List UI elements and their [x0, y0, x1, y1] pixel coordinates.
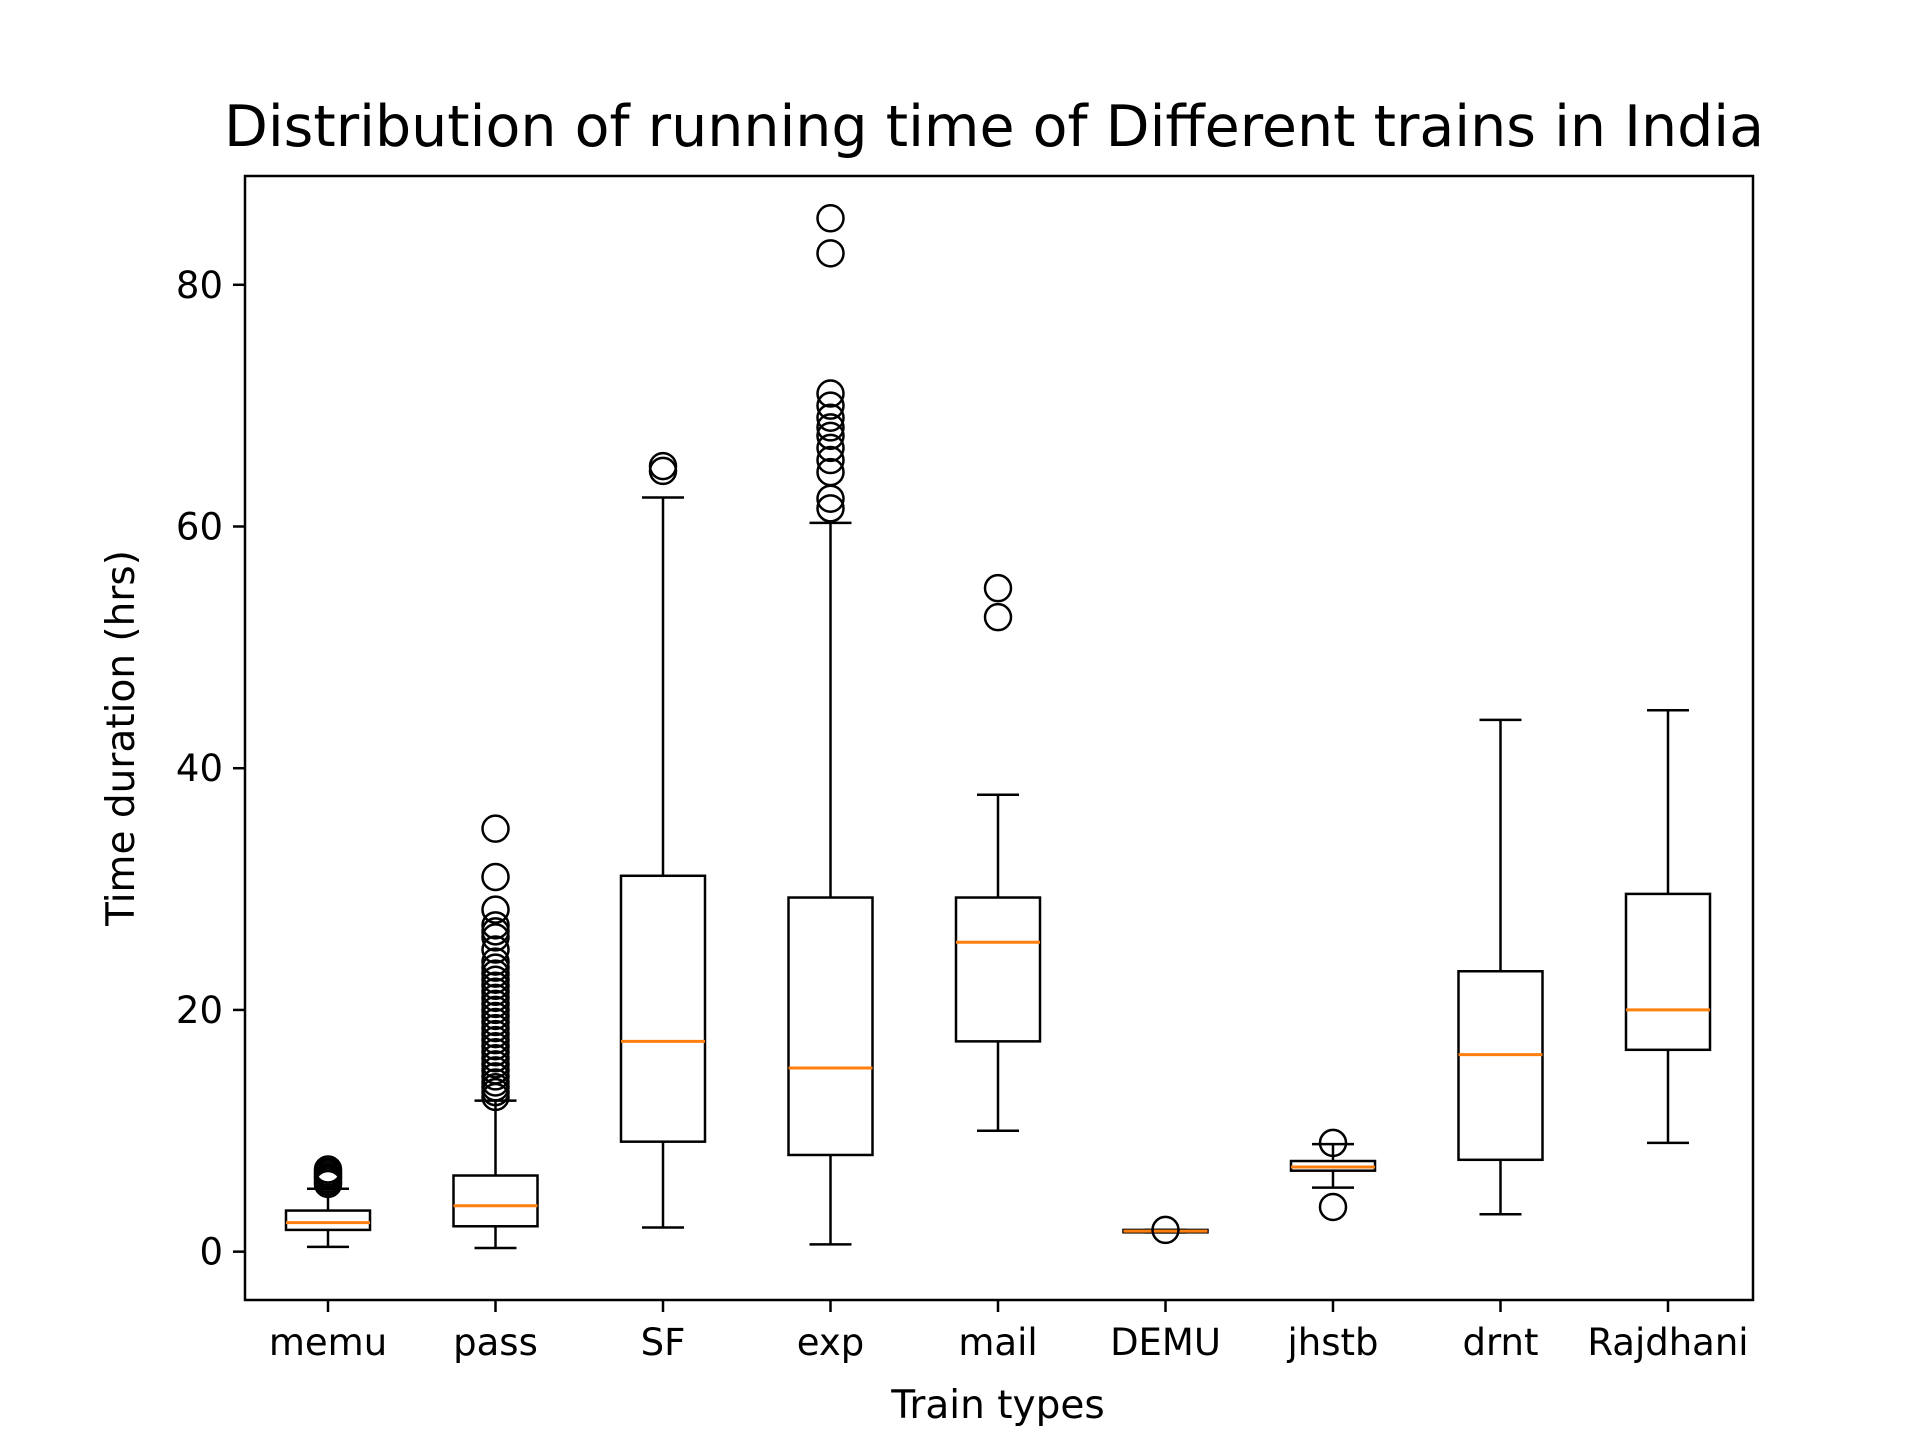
outlier-point: [481, 1056, 510, 1085]
outlier-point: [481, 917, 510, 946]
outlier-point: [481, 911, 510, 940]
x-tick-label: mail: [958, 1321, 1037, 1364]
y-tick-label: 20: [176, 989, 223, 1032]
x-axis-label: Train types: [890, 1383, 1104, 1428]
box-group-sf: [619, 451, 707, 1229]
outlier-point: [481, 965, 510, 994]
outlier-point: [481, 1037, 510, 1067]
outlier-point: [816, 413, 845, 442]
x-tick-label: memu: [269, 1321, 387, 1364]
outlier-point: [648, 451, 678, 481]
y-tick-label: 60: [176, 505, 223, 548]
outlier-point: [481, 1044, 510, 1073]
outlier-point: [481, 862, 510, 892]
x-tick-label: pass: [453, 1321, 538, 1364]
iqr-box: [452, 1174, 539, 1228]
outlier-point: [816, 421, 845, 451]
y-tick-label: 80: [176, 264, 223, 307]
box-group-memu: [284, 1155, 372, 1249]
iqr-box: [284, 1209, 372, 1232]
outlier-point: [481, 959, 510, 988]
outlier-point: [313, 1155, 343, 1184]
outlier-point: [1318, 1192, 1348, 1222]
box-group-jhstb: [1289, 1128, 1377, 1222]
outlier-point: [481, 1031, 510, 1061]
outlier-point: [481, 1050, 510, 1079]
box-group-drnt: [1457, 718, 1544, 1216]
outlier-point: [481, 895, 510, 924]
outlier-point: [481, 1062, 510, 1091]
outlier-point: [481, 1013, 510, 1043]
outlier-point: [816, 433, 845, 463]
outlier-point: [816, 391, 845, 420]
iqr-box: [619, 874, 707, 1143]
x-tick-label: DEMU: [1110, 1321, 1221, 1364]
outlier-point: [481, 935, 510, 964]
y-axis: 0 20 40 60 80: [176, 264, 245, 1274]
x-tick-label: Rajdhani: [1587, 1321, 1748, 1364]
y-axis-label: Time duration (hrs): [99, 550, 144, 927]
outlier-point: [481, 989, 510, 1019]
x-tick-label: exp: [797, 1321, 865, 1364]
outlier-point: [1318, 1128, 1348, 1158]
outlier-point: [481, 1068, 510, 1097]
outlier-point: [816, 445, 845, 475]
outlier-point: [983, 573, 1013, 603]
outlier-point: [816, 379, 845, 408]
y-tick-label: 0: [199, 1231, 223, 1274]
x-tick-label: SF: [641, 1321, 686, 1364]
outlier-point: [481, 983, 510, 1013]
outlier-point: [481, 923, 510, 952]
box-group-exp: [787, 204, 874, 1246]
outlier-point: [481, 1025, 510, 1055]
box-group-rajdhani: [1624, 708, 1712, 1145]
iqr-box: [1457, 970, 1544, 1162]
outlier-point: [816, 457, 845, 487]
outlier-point: [481, 971, 510, 1001]
chart-title: Distribution of running time of Differen…: [224, 94, 1764, 160]
iqr-box: [954, 896, 1042, 1043]
outlier-point: [816, 204, 845, 233]
x-axis: memu pass SF exp mail DEMU jhstb drnt Rajdhani: [269, 1300, 1749, 1364]
x-tick-label: drnt: [1462, 1321, 1538, 1364]
outlier-point: [481, 953, 510, 982]
outlier-point: [481, 1001, 510, 1031]
x-tick-label: jhstb: [1286, 1321, 1378, 1364]
outlier-point: [1151, 1215, 1180, 1245]
iqr-box: [787, 896, 874, 1157]
outlier-point: [816, 239, 845, 268]
outlier-point: [983, 602, 1013, 632]
outlier-point: [481, 1019, 510, 1049]
box-group-pass: [452, 814, 539, 1250]
y-tick-label: 40: [176, 747, 223, 790]
outlier-point: [481, 947, 510, 976]
outlier-point: [481, 977, 510, 1007]
outlier-point: [481, 995, 510, 1025]
outlier-point: [816, 494, 845, 523]
outlier-point: [481, 814, 510, 843]
box-group-demu: [1122, 1215, 1209, 1245]
box-group-mail: [954, 573, 1042, 1133]
iqr-box: [1624, 892, 1712, 1052]
outlier-point: [481, 1007, 510, 1037]
plot-area: [284, 204, 1712, 1250]
outlier-point: [816, 403, 845, 432]
